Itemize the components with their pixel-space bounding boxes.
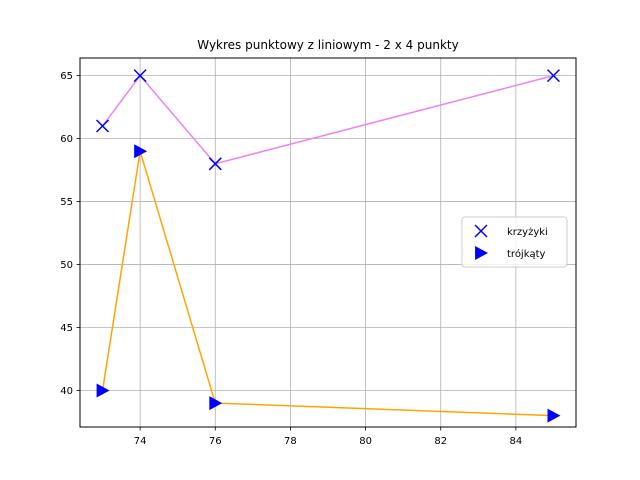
triangle-marker [209,396,223,411]
series-line-2 [101,150,554,417]
chart-title: Wykres punktowy z liniowym - 2 x 4 punkt… [197,38,458,52]
series-markers [96,69,561,423]
triangle-marker [547,408,561,423]
x-tick-label: 84 [510,436,523,447]
series-lines [101,74,554,417]
y-tick-label: 65 [60,71,73,82]
legend: krzyżyki trójkąty [461,216,568,268]
y-tick-label: 55 [60,197,73,208]
y-tick-label: 60 [60,134,73,145]
x-tick-label: 80 [359,436,372,447]
legend-label: krzyżyki [507,227,548,238]
legend-label: trójkąty [507,248,546,260]
y-tick-label: 45 [60,323,73,334]
cross-marker [474,224,488,238]
y-tick-label: 50 [60,260,73,271]
y-tick-label: 40 [60,386,73,397]
cross-marker [133,69,147,83]
legend-box [461,216,568,268]
series-line-1 [101,74,554,165]
cross-marker [96,119,110,133]
axis-ticks: 74 76 78 80 82 84 40 45 50 55 60 65 [60,71,522,447]
x-tick-label: 78 [284,436,297,447]
grid [80,58,576,427]
x-tick-label: 74 [134,436,147,447]
triangle-marker [475,246,488,260]
x-tick-label: 82 [434,436,447,447]
triangle-marker [134,144,148,159]
x-tick-label: 76 [209,436,222,447]
cross-marker [546,69,560,83]
triangle-marker [96,383,110,398]
plot-frame [79,57,577,428]
cross-marker [208,157,222,171]
